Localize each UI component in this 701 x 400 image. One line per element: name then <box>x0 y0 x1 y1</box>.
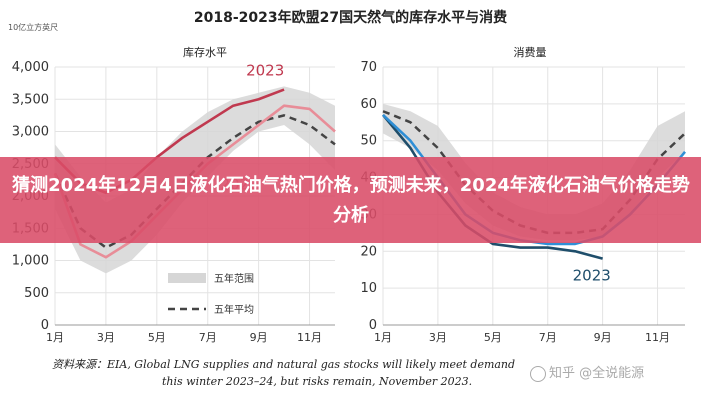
legend-range-swatch <box>168 273 206 283</box>
headline-banner: 猜测2024年12月4日液化石油气热门价格，预测未来，2024年液化石油气价格走… <box>0 157 701 243</box>
left-chart-title: 库存水平 <box>183 46 227 59</box>
figure-title: 2018-2023年欧盟27国天然气的库存水平与消费 <box>193 10 508 26</box>
legend-average-label: 五年平均 <box>214 303 254 316</box>
x-tick-label: 1月 <box>46 331 64 344</box>
x-tick-label: 1月 <box>374 331 392 344</box>
watermark-text: 知乎 @全说能源 <box>549 366 645 381</box>
y-tick-label: 3,000 <box>12 125 49 140</box>
source-note: 资料来源：EIA, Global LNG supplies and natura… <box>52 356 612 390</box>
x-tick-label: 11月 <box>297 331 322 344</box>
x-tick-label: 9月 <box>594 331 612 344</box>
x-tick-label: 5月 <box>148 331 166 344</box>
x-tick-label: 3月 <box>429 331 447 344</box>
x-tick-label: 7月 <box>199 331 217 344</box>
legend-range-label: 五年范围 <box>214 272 254 285</box>
right-chart-title: 消费量 <box>513 46 547 59</box>
series-line-five-year-average <box>53 114 336 249</box>
y-tick-label: 4,000 <box>12 60 49 75</box>
x-tick-label: 3月 <box>97 331 115 344</box>
y-tick-label: 20 <box>360 244 377 259</box>
y-tick-label: 10 <box>360 281 377 296</box>
x-tick-label: 5月 <box>484 331 502 344</box>
zhihu-logo-icon <box>530 365 546 382</box>
x-tick-label: 11月 <box>645 331 670 344</box>
headline-text: 猜测2024年12月4日液化石油气热门价格，预测未来，2024年液化石油气价格走… <box>12 175 690 226</box>
x-tick-label: 9月 <box>250 331 268 344</box>
y-tick-label: 60 <box>360 97 377 112</box>
source-line-1: 资料来源：EIA, Global LNG supplies and natura… <box>52 358 516 371</box>
y-tick-label: 0 <box>41 318 49 333</box>
y-tick-label: 500 <box>24 286 49 301</box>
source-line-2: this winter 2023–24, but risks remain, N… <box>162 375 473 388</box>
y-tick-label: 1,000 <box>12 254 49 269</box>
x-tick-label: 7月 <box>539 331 557 344</box>
y-tick-label: 0 <box>369 318 377 333</box>
y-tick-label: 50 <box>360 134 377 149</box>
y-tick-label: 70 <box>360 60 377 75</box>
y-tick-label: 3,500 <box>12 92 49 107</box>
watermark: 知乎 @全说能源 <box>530 362 644 382</box>
series-label-2023: 2023 <box>246 62 284 80</box>
series-label-2023: 2023 <box>573 267 611 285</box>
unit-label: 10亿立方英尺 <box>8 23 59 32</box>
